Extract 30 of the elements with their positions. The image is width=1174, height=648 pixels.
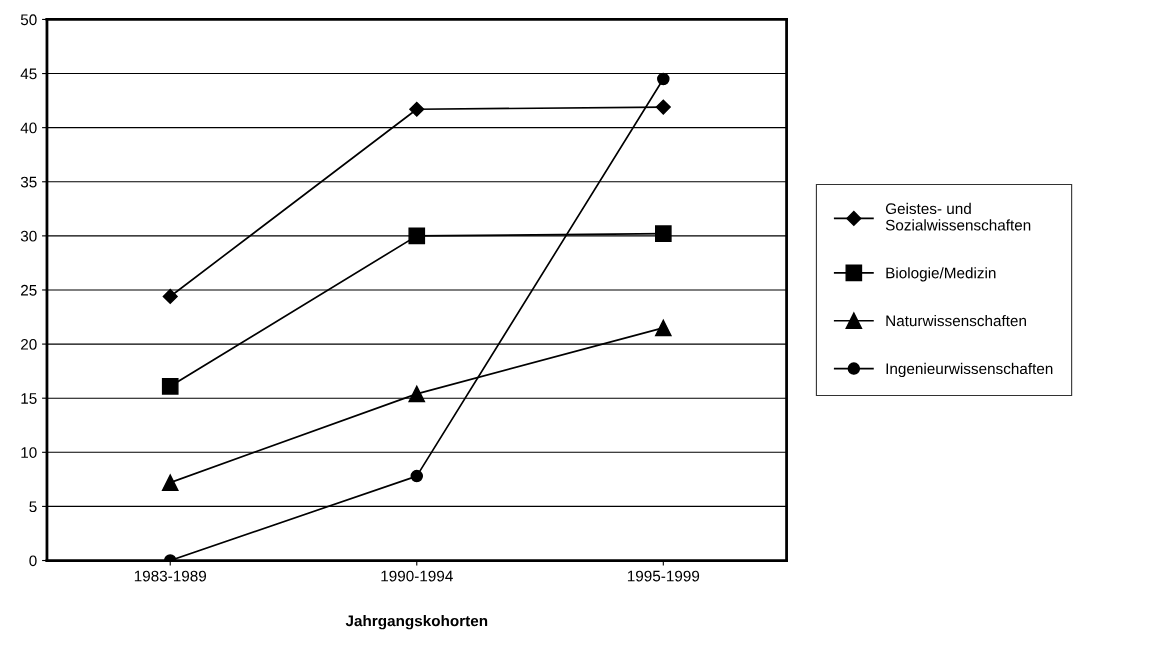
- y-tick-label: 25: [21, 284, 37, 296]
- point: [654, 225, 672, 243]
- y-tick-label: 40: [20, 122, 37, 134]
- x-axis-title: Jahrgangskohorten: [345, 615, 488, 630]
- point: [161, 377, 179, 395]
- point: [408, 227, 426, 245]
- y-tick-label: 35: [20, 176, 37, 188]
- point: [161, 474, 179, 491]
- point: [410, 469, 424, 483]
- legend-label: Ingenieurwissenschaften: [886, 362, 1053, 378]
- y-tick-label: 15: [21, 393, 37, 404]
- y-tick-label: 30: [20, 230, 37, 242]
- y-tick-label: 5: [29, 501, 37, 513]
- y-tick-label: 20: [21, 338, 37, 350]
- x-tick-label: 1983-1989: [134, 570, 207, 582]
- point: [655, 99, 671, 115]
- legend-label: Biologie/Medizin: [886, 267, 996, 282]
- y-tick-label: 45: [20, 68, 37, 80]
- point: [162, 288, 178, 305]
- legend-label: Geistes- und Sozialwissenschaften: [885, 202, 1031, 231]
- y-tick-label: 50: [20, 14, 37, 26]
- point: [409, 101, 425, 117]
- point: [654, 319, 672, 337]
- legend-label: Naturwissenschaften: [886, 315, 1026, 327]
- y-tick-label: 10: [21, 447, 37, 458]
- y-tick-label: 0: [29, 555, 37, 567]
- point: [408, 385, 426, 403]
- point: [657, 72, 670, 86]
- x-tick-label: 1995-1999: [627, 570, 700, 582]
- x-tick-label: 1990-1994: [381, 570, 453, 582]
